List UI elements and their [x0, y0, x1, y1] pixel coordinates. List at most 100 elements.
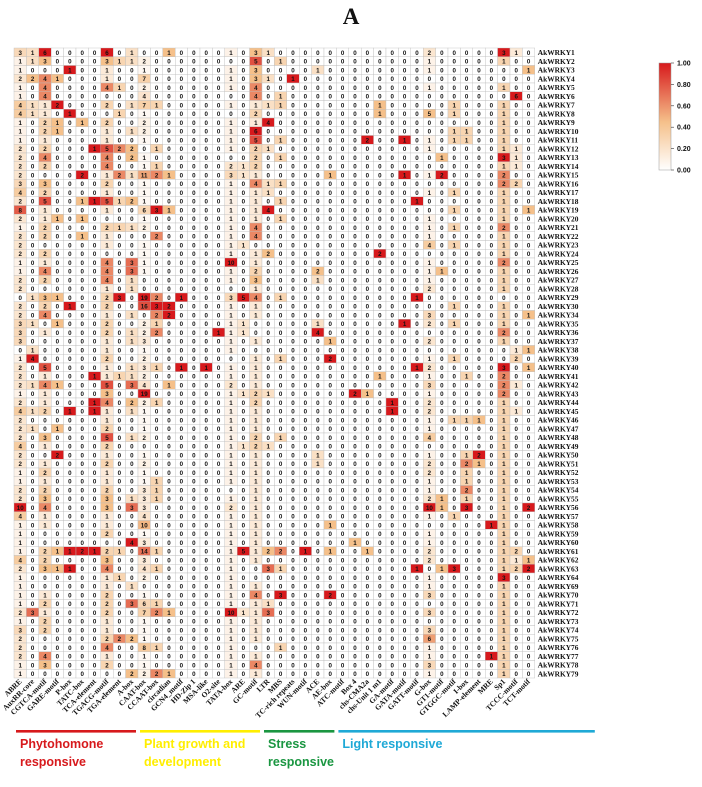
- cell-value: 4: [18, 557, 22, 564]
- cell-value: 2: [43, 164, 47, 171]
- cell-value: 0: [341, 260, 345, 267]
- cell-value: 0: [328, 347, 332, 354]
- cell-value: 0: [93, 531, 97, 538]
- cell-value: 0: [366, 435, 370, 442]
- cell-value: 1: [514, 164, 518, 171]
- cell-value: 1: [43, 514, 47, 521]
- cell-value: 0: [167, 190, 171, 197]
- cell-value: 0: [242, 260, 246, 267]
- cell-value: 0: [378, 339, 382, 346]
- cell-value: 1: [229, 277, 233, 284]
- cell-value: 0: [155, 347, 159, 354]
- cell-value: 0: [440, 251, 444, 258]
- cell-value: 0: [465, 330, 469, 337]
- cell-value: 0: [217, 400, 221, 407]
- cell-value: 0: [415, 59, 419, 66]
- cell-value: 1: [279, 356, 283, 363]
- cell-value: 0: [180, 435, 184, 442]
- cell-value: 0: [192, 172, 196, 179]
- cell-value: 0: [31, 365, 35, 372]
- cell-value: 0: [291, 557, 295, 564]
- cell-value: 0: [304, 531, 308, 538]
- cell-value: 0: [490, 129, 494, 136]
- cell-value: 0: [68, 286, 72, 293]
- cell-value: 1: [502, 304, 506, 311]
- cell-value: 0: [56, 181, 60, 188]
- cell-value: 0: [217, 452, 221, 459]
- cell-value: 0: [204, 286, 208, 293]
- cell-value: 0: [118, 251, 122, 258]
- cell-value: 0: [477, 479, 481, 486]
- cell-value: 1: [130, 129, 134, 136]
- cell-value: 1: [502, 470, 506, 477]
- cell-value: 0: [180, 234, 184, 241]
- cell-value: 0: [490, 452, 494, 459]
- cell-value: 1: [514, 146, 518, 153]
- cell-value: 0: [279, 277, 283, 284]
- cell-value: 0: [204, 339, 208, 346]
- cell-value: 1: [155, 496, 159, 503]
- cell-value: 3: [142, 557, 146, 564]
- cell-value: 0: [527, 111, 531, 118]
- cell-value: 0: [266, 470, 270, 477]
- cell-value: 0: [242, 417, 246, 424]
- cell-value: 3: [43, 59, 47, 66]
- cell-value: 3: [254, 50, 258, 57]
- cell-value: 0: [403, 426, 407, 433]
- cell-value: 0: [452, 470, 456, 477]
- cell-value: 0: [80, 522, 84, 529]
- cell-value: 0: [291, 277, 295, 284]
- cell-value: 0: [217, 409, 221, 416]
- cell-value: 0: [341, 242, 345, 249]
- cell-value: 2: [43, 146, 47, 153]
- cell-value: 7: [142, 76, 146, 83]
- cell-value: 0: [440, 120, 444, 127]
- cell-value: 0: [465, 85, 469, 92]
- cell-value: 1: [130, 496, 134, 503]
- cell-value: 0: [56, 155, 60, 162]
- cell-value: 5: [254, 137, 258, 144]
- cell-value: 0: [428, 164, 432, 171]
- cell-value: 1: [105, 339, 109, 346]
- cell-value: 0: [167, 339, 171, 346]
- cell-value: 0: [93, 365, 97, 372]
- cell-value: 0: [341, 129, 345, 136]
- cell-value: 0: [31, 391, 35, 398]
- cell-value: 0: [93, 129, 97, 136]
- cell-value: 1: [440, 505, 444, 512]
- cell-value: 0: [415, 514, 419, 521]
- cell-value: 2: [130, 146, 134, 153]
- cell-value: 0: [217, 295, 221, 302]
- cell-value: 0: [118, 487, 122, 494]
- cell-value: 0: [341, 514, 345, 521]
- cell-value: 0: [328, 487, 332, 494]
- cell-value: 0: [353, 531, 357, 538]
- cell-value: 0: [514, 102, 518, 109]
- cell-value: 0: [304, 400, 308, 407]
- cell-value: 0: [155, 59, 159, 66]
- cell-value: 0: [378, 487, 382, 494]
- cell-value: 0: [366, 234, 370, 241]
- cell-value: 0: [465, 295, 469, 302]
- cell-value: 0: [415, 374, 419, 381]
- cell-value: 1: [254, 365, 258, 372]
- cell-value: 0: [68, 426, 72, 433]
- cell-value: 0: [527, 417, 531, 424]
- cell-value: 0: [242, 409, 246, 416]
- cell-value: 2: [18, 146, 22, 153]
- cell-value: 2: [18, 461, 22, 468]
- cell-value: 0: [93, 487, 97, 494]
- cell-value: 2: [18, 496, 22, 503]
- cell-value: 0: [80, 400, 84, 407]
- cell-value: 0: [80, 129, 84, 136]
- cell-value: 0: [266, 277, 270, 284]
- cell-value: 0: [118, 470, 122, 477]
- cell-value: 0: [192, 522, 196, 529]
- cell-value: 0: [403, 76, 407, 83]
- cell-value: 2: [31, 76, 35, 83]
- cell-value: 0: [68, 277, 72, 284]
- cell-value: 4: [43, 94, 47, 101]
- cell-value: 0: [43, 417, 47, 424]
- cell-value: 4: [31, 356, 35, 363]
- cell-value: 1: [254, 540, 258, 547]
